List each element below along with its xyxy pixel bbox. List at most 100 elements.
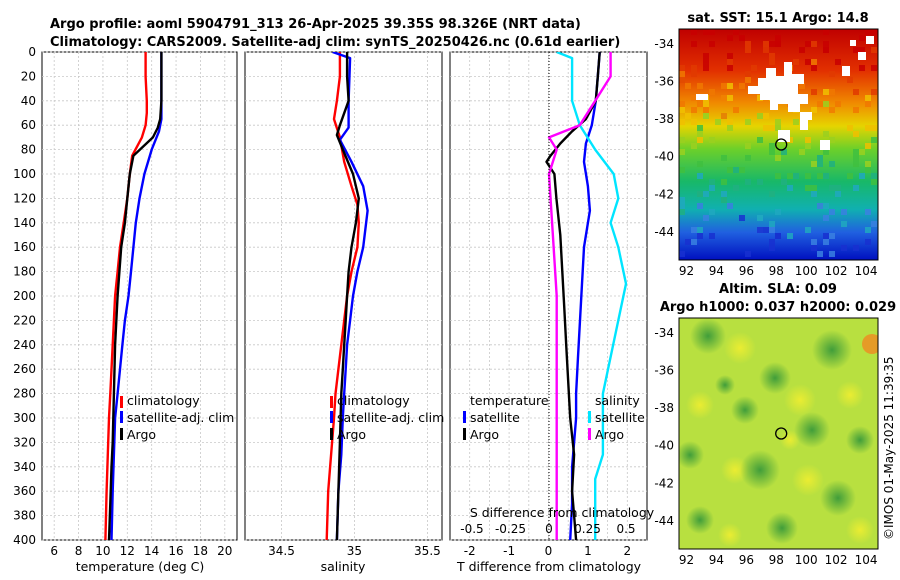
sst-cell <box>709 233 715 239</box>
sst-cell <box>853 155 859 161</box>
imos-credit: ©IMOS 01-May-2025 11:39:35 <box>882 356 896 540</box>
sst-cell <box>805 227 811 233</box>
sst-cell <box>829 107 835 113</box>
sst-cell <box>691 239 697 245</box>
sst-cell <box>775 173 781 179</box>
sst-cell <box>691 119 697 125</box>
series-line-climatology <box>325 52 360 540</box>
sst-cell <box>823 47 829 53</box>
sst-cell <box>769 41 775 47</box>
sst-cell <box>745 77 751 83</box>
sst-cell <box>823 41 829 47</box>
sst-cell <box>745 119 751 125</box>
difference-lines <box>545 52 628 540</box>
sst-cell <box>721 197 727 203</box>
sst-cell <box>703 59 709 65</box>
sst-cell <box>733 107 739 113</box>
sla-high-anomaly <box>836 381 864 409</box>
sst-cell <box>727 119 733 125</box>
sla-map-title-line2: Argo h1000: 0.037 h2000: 0.029 <box>660 300 896 315</box>
x-tick-label: 8 <box>75 544 83 558</box>
sst-cell <box>865 125 871 131</box>
sla-lon-ticks: 92 94 96 98 100 102 104 <box>679 553 878 567</box>
sst-cell <box>787 233 793 239</box>
sst-cell <box>763 227 769 233</box>
sst-cell <box>793 119 799 125</box>
sla-low-anomaly <box>731 396 759 424</box>
depth-tick-label: 240 <box>13 338 36 352</box>
sst-lon-ticks: 92 94 96 98 100 102 104 <box>679 264 878 278</box>
sst-cell <box>721 155 727 161</box>
depth-tick-label: 260 <box>13 362 36 376</box>
sst-cell <box>865 167 871 173</box>
sst-cell <box>775 233 781 239</box>
x-tick-label: 10 <box>95 544 110 558</box>
depth-tick-label: 360 <box>13 484 36 498</box>
depth-tick-label: 180 <box>13 265 36 279</box>
lon-tick-label: 96 <box>739 553 754 567</box>
sst-cell <box>709 185 715 191</box>
depth-tick-label: 300 <box>13 411 36 425</box>
sla-high-anomaly <box>792 464 824 496</box>
x-tick-label: 2 <box>623 544 631 558</box>
sst-cell <box>769 227 775 233</box>
sst-cell <box>679 77 685 83</box>
sst-cell <box>745 71 751 77</box>
lat-tick-label: -34 <box>654 37 674 51</box>
sst-cell <box>817 101 823 107</box>
legend-label-t-satellite: satellite <box>470 410 520 425</box>
x-tick-label: 34.5 <box>268 544 295 558</box>
legend-label-s-argo: Argo <box>595 427 624 442</box>
sst-cell <box>811 65 817 71</box>
lon-tick-label: 92 <box>679 553 694 567</box>
sst-cell <box>763 125 769 131</box>
x-tick-label: 6 <box>50 544 58 558</box>
x-tick-label: 20 <box>217 544 232 558</box>
sst-cell <box>871 221 877 227</box>
sst-cell <box>703 65 709 71</box>
sst-cell <box>697 101 703 107</box>
sst-cell <box>685 83 691 89</box>
lon-tick-label: 100 <box>795 264 818 278</box>
sst-cell <box>721 179 727 185</box>
sst-cell <box>823 89 829 95</box>
sst-cell <box>721 95 727 101</box>
sst-cell <box>757 113 763 119</box>
sst-cell <box>853 47 859 53</box>
legend-swatch-t-argo <box>463 428 466 440</box>
sst-cell <box>745 251 751 257</box>
sst-cell <box>769 239 775 245</box>
sst-cell <box>745 41 751 47</box>
depth-tick-label: 100 <box>13 167 36 181</box>
x-tick-label: 14 <box>144 544 159 558</box>
s-difference-ticks: -0.5 -0.25 0 0.25 0.5 <box>460 522 635 536</box>
sst-cell <box>691 227 697 233</box>
s-difference-label: S difference from climatology <box>470 505 655 520</box>
temperature-lines <box>104 52 163 540</box>
sst-cell <box>865 227 871 233</box>
depth-tick-label: 160 <box>13 240 36 254</box>
sst-cell <box>757 179 763 185</box>
s-tick-label: -0.5 <box>460 522 483 536</box>
sst-cell <box>823 233 829 239</box>
sst-cell <box>805 143 811 149</box>
sst-cell <box>829 137 835 143</box>
depth-tick-label: 80 <box>21 143 36 157</box>
sla-low-anomaly <box>679 441 704 469</box>
sst-cell <box>763 41 769 47</box>
sst-cell <box>691 71 697 77</box>
sst-cell <box>769 125 775 131</box>
depth-tick-label: 280 <box>13 387 36 401</box>
legend-swatch-climatology <box>120 396 123 408</box>
lon-tick-label: 104 <box>855 264 878 278</box>
sst-cell <box>835 59 841 65</box>
sla-low-anomaly <box>686 506 714 534</box>
legend-swatch-argo <box>330 428 333 440</box>
lat-tick-label: -36 <box>654 364 674 378</box>
sst-cell <box>721 191 727 197</box>
sst-cell <box>853 161 859 167</box>
legend-label-s-satellite: satellite <box>595 410 645 425</box>
sst-cell <box>823 101 829 107</box>
sst-cell <box>865 101 871 107</box>
sst-cell <box>865 209 871 215</box>
